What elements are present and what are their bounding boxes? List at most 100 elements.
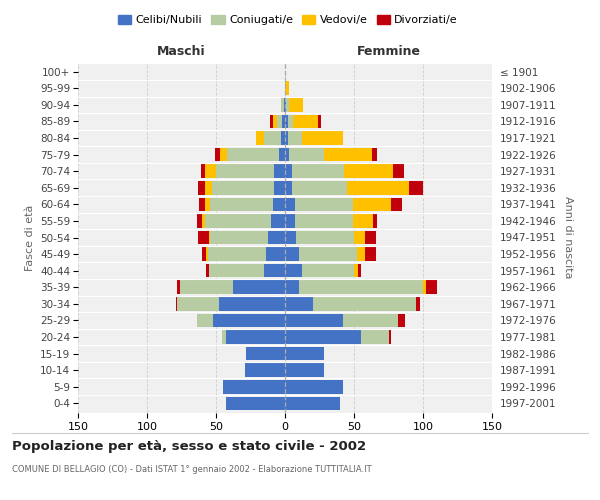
Bar <box>285 330 361 344</box>
Text: COMUNE DI BELLAGIO (CO) - Dati ISTAT 1° gennaio 2002 - Elaborazione TUTTITALIA.I: COMUNE DI BELLAGIO (CO) - Dati ISTAT 1° … <box>12 466 371 474</box>
Bar <box>285 181 292 194</box>
Bar <box>202 214 205 228</box>
Bar <box>221 330 226 344</box>
Bar <box>285 396 340 410</box>
Bar <box>198 181 205 194</box>
Bar <box>223 380 285 394</box>
Bar <box>215 148 220 162</box>
Bar <box>268 230 285 244</box>
Bar <box>353 214 373 228</box>
Bar <box>292 181 347 194</box>
Bar <box>354 230 365 244</box>
Bar <box>202 248 206 261</box>
Bar <box>358 264 361 278</box>
Bar <box>285 297 313 310</box>
Bar <box>357 248 365 261</box>
Bar <box>347 181 409 194</box>
Bar <box>205 198 211 211</box>
Bar <box>285 214 295 228</box>
Bar <box>265 264 285 278</box>
Bar <box>323 148 372 162</box>
Bar <box>344 164 392 178</box>
Bar <box>178 280 180 294</box>
Bar <box>226 330 285 344</box>
Bar <box>389 330 391 344</box>
Bar <box>296 230 354 244</box>
Bar <box>285 380 343 394</box>
Bar <box>372 148 377 162</box>
Bar <box>409 181 423 194</box>
Bar <box>285 264 302 278</box>
Bar <box>285 347 323 360</box>
Bar <box>178 297 219 310</box>
Bar <box>199 198 205 211</box>
Bar <box>292 164 344 178</box>
Bar <box>219 297 285 310</box>
Text: Popolazione per età, sesso e stato civile - 2002: Popolazione per età, sesso e stato civil… <box>12 440 366 453</box>
Bar <box>426 280 437 294</box>
Bar <box>206 264 209 278</box>
Bar <box>295 214 353 228</box>
Bar <box>281 98 284 112</box>
Bar <box>398 314 405 327</box>
Bar <box>284 98 285 112</box>
Bar <box>353 198 391 211</box>
Bar <box>299 248 357 261</box>
Bar <box>373 214 377 228</box>
Bar <box>211 230 268 244</box>
Bar <box>197 214 202 228</box>
Bar <box>205 181 212 194</box>
Bar <box>285 248 299 261</box>
Bar <box>226 396 285 410</box>
Bar <box>285 280 299 294</box>
Text: Maschi: Maschi <box>157 46 206 59</box>
Bar <box>285 198 295 211</box>
Bar <box>285 164 292 178</box>
Bar <box>180 280 233 294</box>
Bar <box>285 98 286 112</box>
Bar <box>205 214 271 228</box>
Bar <box>280 148 285 162</box>
Bar <box>247 347 285 360</box>
Bar <box>392 164 404 178</box>
Bar <box>318 114 321 128</box>
Bar <box>271 214 285 228</box>
Bar <box>233 280 285 294</box>
Legend: Celibi/Nubili, Coniugati/e, Vedovi/e, Divorziati/e: Celibi/Nubili, Coniugati/e, Vedovi/e, Di… <box>113 10 463 30</box>
Bar <box>256 131 265 145</box>
Bar <box>176 297 178 310</box>
Bar <box>302 131 343 145</box>
Bar <box>277 114 282 128</box>
Bar <box>272 114 277 128</box>
Bar <box>245 364 285 377</box>
Bar <box>282 114 285 128</box>
Bar <box>286 98 289 112</box>
Bar <box>274 181 285 194</box>
Bar <box>227 148 280 162</box>
Bar <box>391 198 403 211</box>
Bar <box>343 314 398 327</box>
Bar <box>313 297 416 310</box>
Bar <box>272 198 285 211</box>
Bar <box>274 164 285 178</box>
Bar <box>285 230 296 244</box>
Y-axis label: Fasce di età: Fasce di età <box>25 204 35 270</box>
Bar <box>220 148 227 162</box>
Bar <box>270 114 272 128</box>
Bar <box>285 131 288 145</box>
Bar <box>285 364 323 377</box>
Bar <box>365 248 376 261</box>
Bar <box>209 230 211 244</box>
Y-axis label: Anni di nascita: Anni di nascita <box>563 196 573 278</box>
Bar <box>216 164 274 178</box>
Bar <box>212 181 274 194</box>
Bar <box>281 131 285 145</box>
Bar <box>208 248 266 261</box>
Bar <box>416 297 420 310</box>
Bar <box>423 280 426 294</box>
Bar <box>201 164 205 178</box>
Bar <box>293 114 318 128</box>
Bar <box>205 164 216 178</box>
Bar <box>265 131 281 145</box>
Bar <box>211 198 272 211</box>
